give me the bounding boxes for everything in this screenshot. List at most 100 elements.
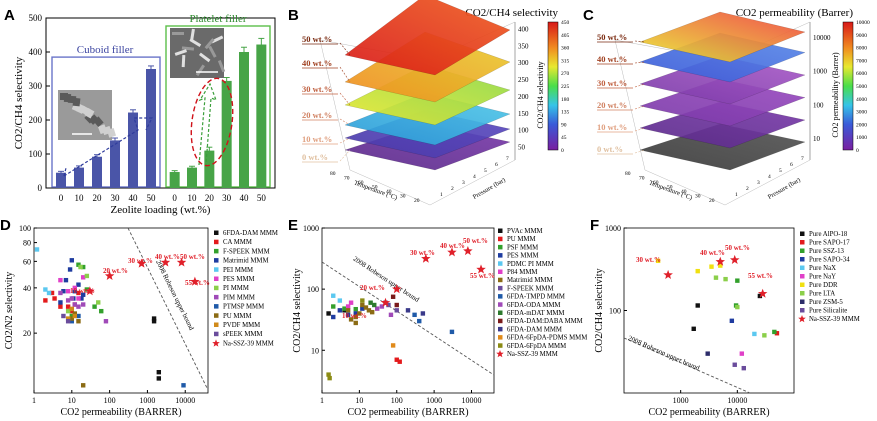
- x-tick-label: 30: [111, 193, 121, 203]
- legend-swatch: [498, 343, 503, 348]
- colorbar-tick: 0: [561, 148, 564, 154]
- annotation: 50 wt.%: [725, 244, 750, 252]
- data-point: [394, 308, 399, 313]
- data-point: [72, 285, 78, 291]
- data-point: [80, 292, 86, 297]
- z-tick: 150: [518, 110, 529, 118]
- x-tick-label: 10: [355, 396, 363, 405]
- legend-entry: Pure AlPO-18: [809, 231, 848, 238]
- colorbar-tick: 6000: [856, 71, 867, 77]
- data-point: [394, 302, 399, 308]
- sem-texture: [60, 93, 68, 100]
- x-tick-label: 10: [188, 193, 198, 203]
- colorbar-tick: 8000: [856, 46, 867, 52]
- bar: [221, 80, 232, 188]
- x-tick-label: 1: [32, 396, 36, 405]
- annotation: 20 wt.%: [103, 267, 128, 275]
- colorbar-tick: 180: [561, 97, 570, 103]
- layer-pointer: [634, 40, 646, 43]
- legend-swatch: [498, 294, 503, 299]
- x-tick-label: 10000: [727, 396, 747, 405]
- chart-title: CO2/CH4 selectivity: [465, 7, 558, 19]
- layer-label: 20 wt.%: [302, 110, 332, 120]
- data-point: [741, 365, 746, 371]
- data-point-star: [85, 286, 95, 296]
- data-point-star: [190, 276, 200, 286]
- data-point: [386, 302, 391, 308]
- legend-swatch: [498, 326, 503, 332]
- layer-pointer: [339, 149, 351, 162]
- layer-label: 40 wt.%: [597, 54, 627, 64]
- legend-entry: Matrimid MMM: [223, 258, 269, 265]
- data-point: [655, 258, 661, 264]
- data-point: [449, 329, 455, 335]
- data-point: [713, 275, 719, 280]
- layer-pointer: [634, 105, 646, 110]
- x-tick-label: 40: [129, 193, 139, 203]
- legend-swatch: [214, 239, 219, 245]
- layer-pointer: [634, 61, 646, 64]
- layer-label: 30 wt.%: [597, 78, 627, 88]
- data-point: [80, 302, 86, 307]
- annotation: 10 wt.%: [342, 312, 367, 320]
- data-point: [84, 287, 90, 292]
- legend-entry: 6FDA-mDAT MMM: [507, 310, 564, 317]
- layer-pointer: [634, 127, 646, 132]
- data-point: [337, 298, 343, 303]
- y-axis-label: CO2/CH4 selectivity: [594, 268, 605, 352]
- x-axis-label: CO2 permeability (BARRER): [648, 407, 769, 418]
- data-point: [151, 316, 157, 321]
- surface-layer: [639, 11, 806, 63]
- data-point-star: [447, 247, 457, 257]
- data-point: [63, 277, 69, 283]
- annotation: 30 wt.%: [128, 257, 153, 265]
- legend-swatch: [214, 285, 219, 291]
- data-point-star: [663, 269, 673, 279]
- y-tick: 7: [506, 156, 509, 162]
- bar: [110, 140, 120, 188]
- y-tick: 5: [484, 168, 487, 174]
- x-axis-label: Zeolite loading (wt.%): [111, 204, 211, 216]
- x-tick: 60: [358, 180, 364, 186]
- legend-entry: PES MMM: [223, 276, 255, 283]
- legend-entry: PI MMM: [223, 285, 249, 292]
- colorbar-tick: 225: [561, 84, 570, 90]
- colorbar-tick: 405: [561, 33, 570, 39]
- data-point: [78, 264, 83, 270]
- layer-label: 10 wt.%: [597, 122, 627, 132]
- legend-swatch: [498, 253, 503, 258]
- legend-swatch: [800, 308, 805, 313]
- sem-texture: [204, 38, 215, 50]
- y-tick-label: 300: [29, 81, 43, 91]
- x-tick: 70: [639, 176, 645, 182]
- legend-entry: Pure SSZ-13: [809, 248, 845, 255]
- data-point: [695, 303, 700, 308]
- colorbar-tick: 45: [561, 135, 567, 141]
- data-point-star: [421, 253, 431, 263]
- x-tick-label: 100: [104, 396, 116, 405]
- annotation: 20 wt.%: [360, 284, 385, 292]
- legend-entry: PU MMM: [223, 313, 252, 320]
- annotation: 55 wt.%: [470, 272, 495, 280]
- data-point: [72, 302, 78, 307]
- data-point: [379, 304, 385, 309]
- data-point: [76, 296, 81, 301]
- layer-label: 0 wt.%: [597, 144, 623, 154]
- data-point: [72, 311, 78, 316]
- chart-e: 1 10 100 1000 10000 10 100 1000 CO2 permeability…: [292, 224, 587, 418]
- bar: [92, 156, 102, 188]
- x-tick-label: 20: [205, 193, 215, 203]
- bar: [128, 112, 138, 188]
- y-tick-label: 400: [29, 47, 43, 57]
- upper-bound-label: 2008 Robeson upper bound: [352, 255, 421, 304]
- legend-entry: 6FDA-6FpDA MMM: [507, 343, 566, 350]
- x-tick: 50: [372, 185, 378, 191]
- chart-d: 1 10 100 1000 10000 20 40 60 80 100 CO2 permeabili…: [4, 224, 278, 418]
- data-point: [58, 300, 63, 305]
- legend-swatch: [214, 276, 219, 281]
- annotation: 55 wt.%: [185, 279, 210, 287]
- y-tick-label: 10: [311, 346, 319, 355]
- chart-b: CO2/CH4 selectivity045901351802252703153…: [302, 0, 570, 206]
- y-tick-label: 80: [23, 239, 31, 248]
- layer-label: 30 wt.%: [302, 84, 332, 94]
